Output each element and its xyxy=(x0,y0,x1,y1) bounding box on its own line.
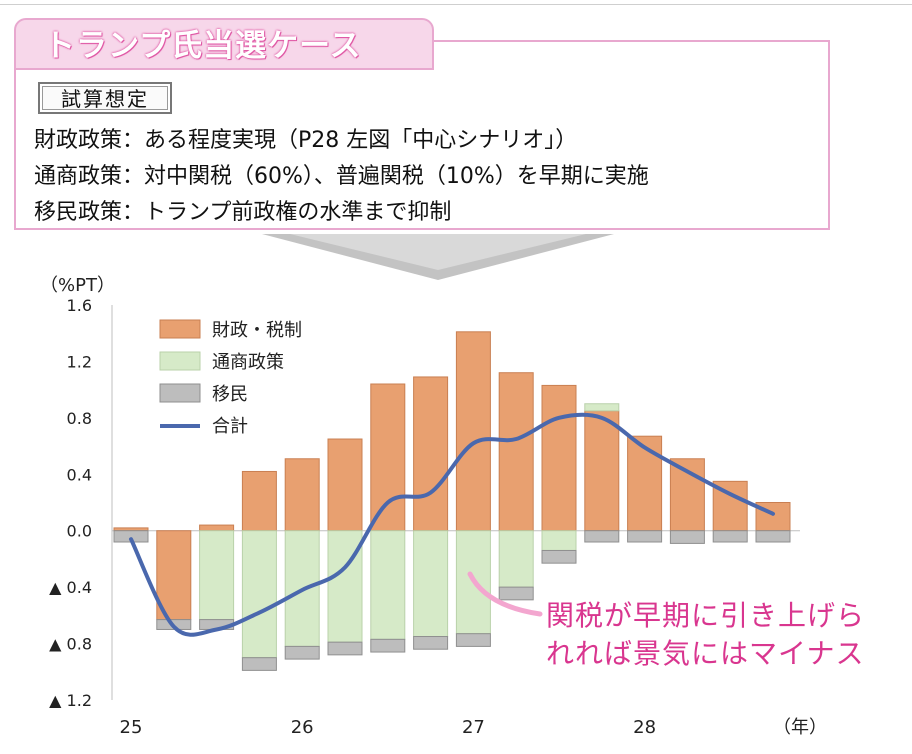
y-tick-label: ▲ 1.2 xyxy=(49,691,92,710)
assumption-line-trade: 通商政策：対中関税（60%）、普遍関税（10%）を早期に実施 xyxy=(34,164,649,189)
x-tick-label: 25 xyxy=(120,717,143,738)
bar-fiscal xyxy=(541,384,577,532)
annotation-line-2: れれば景気にはマイナス xyxy=(546,637,865,670)
assumption-line-fiscal: 財政政策：ある程度実現（P28 左図「中心シナリオ」） xyxy=(34,128,578,153)
bar-immigration xyxy=(327,641,363,656)
y-tick-label: 0.4 xyxy=(67,465,92,484)
bar-immigration xyxy=(627,530,663,543)
bar-fiscal xyxy=(199,524,235,532)
y-tick-label: 0.0 xyxy=(67,522,92,541)
legend-label-total: 合計 xyxy=(212,416,248,437)
y-tick-label: 0.8 xyxy=(67,409,92,428)
bar-immigration xyxy=(413,636,449,650)
bar-immigration xyxy=(669,530,705,544)
bar-fiscal xyxy=(413,376,449,532)
bar-fiscal xyxy=(627,435,663,532)
y-unit-label: （%PT） xyxy=(40,275,115,296)
legend-label-trade: 通商政策 xyxy=(212,352,284,373)
bar-trade xyxy=(241,530,277,659)
x-tick-label: 28 xyxy=(633,717,656,738)
bar-fiscal xyxy=(498,372,534,532)
bar-immigration xyxy=(370,638,406,653)
bar-fiscal xyxy=(584,410,620,532)
bar-fiscal xyxy=(327,438,363,532)
legend-swatch-fiscal xyxy=(159,319,201,339)
bar-immigration xyxy=(498,586,534,601)
legend-swatch-trade xyxy=(159,351,201,371)
bar-immigration xyxy=(584,530,620,543)
x-tick-label: 26 xyxy=(291,717,314,738)
bar-fiscal xyxy=(241,470,277,532)
annotation-pointer xyxy=(467,571,543,617)
assumption-line-immigration: 移民政策：トランプ前政権の水準まで抑制 xyxy=(34,200,452,225)
bar-immigration xyxy=(241,657,277,671)
top-rule xyxy=(0,4,912,5)
x-unit-label: （年） xyxy=(773,717,827,738)
bar-fiscal xyxy=(284,458,320,532)
x-tick-label: 27 xyxy=(462,717,485,738)
bar-trade xyxy=(541,530,577,551)
bar-fiscal xyxy=(370,383,406,532)
bar-immigration xyxy=(284,645,320,660)
bar-immigration xyxy=(755,530,791,543)
y-tick-label: 1.2 xyxy=(67,352,92,371)
scenario-tab xyxy=(14,18,434,70)
y-tick-label: 1.6 xyxy=(67,296,92,315)
total-line xyxy=(129,412,775,637)
bar-immigration xyxy=(712,530,748,543)
scenario-title: トランプ氏当選ケース xyxy=(44,28,362,64)
bar-trade xyxy=(498,530,534,588)
scenario-box xyxy=(14,40,830,230)
bar-immigration xyxy=(541,549,577,564)
assumption-label: 試算想定 xyxy=(38,82,172,114)
y-tick-label: ▲ 0.8 xyxy=(49,635,92,654)
legend-swatch-immigration xyxy=(159,383,201,403)
bar-fiscal xyxy=(455,331,491,532)
down-arrow-inner xyxy=(290,234,586,270)
bar-trade xyxy=(199,530,235,621)
annotation-line-1: 関税が早期に引き上げら xyxy=(546,599,866,632)
legend-label-immigration: 移民 xyxy=(212,384,248,405)
bar-trade xyxy=(413,530,449,638)
bar-trade xyxy=(370,530,406,640)
bar-immigration xyxy=(455,633,491,647)
bar-trade xyxy=(584,403,620,412)
y-tick-label: ▲ 0.4 xyxy=(49,578,92,597)
legend-label-fiscal: 財政・税制 xyxy=(212,320,302,341)
